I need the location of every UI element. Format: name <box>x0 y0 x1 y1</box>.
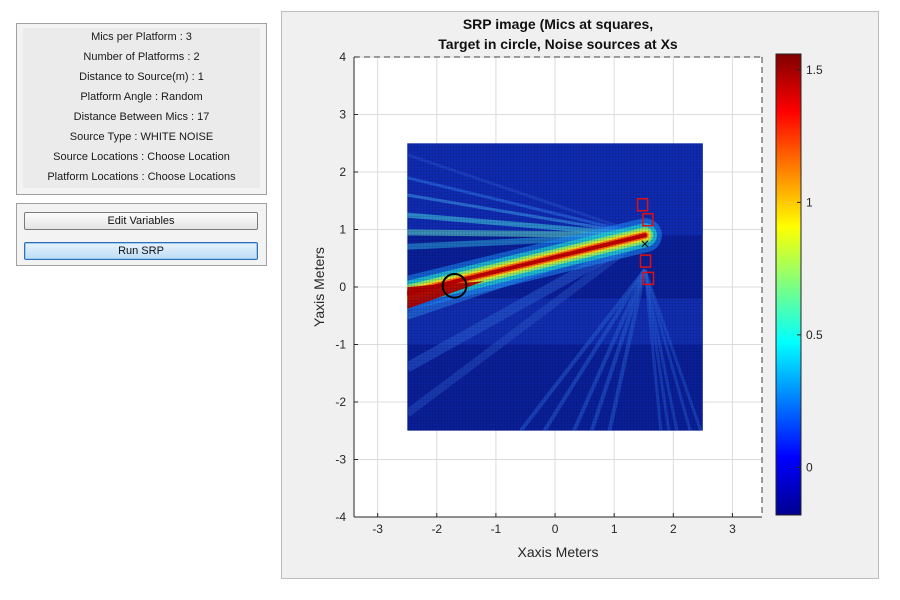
target-circle-marker <box>441 273 468 299</box>
info-distance-between-mics: Distance Between Mics : 17 <box>73 111 210 123</box>
mic-square-marker <box>636 198 649 212</box>
x-tick-label: 0 <box>552 522 559 536</box>
figure-panel: -3 -2 -1 0 1 2 3 -4 -3 -2 -1 0 1 2 3 4 SRP image (Mics … <box>281 11 879 579</box>
info-number-of-platforms: Number of Platforms : 2 <box>83 51 200 63</box>
info-platform-angle: Platform Angle : Random <box>80 91 203 103</box>
heatmap-cells <box>407 143 703 431</box>
x-tick-label: -1 <box>491 522 502 536</box>
x-axis-label: Xaxis Meters <box>518 544 599 560</box>
chart-title-line1: SRP image (Mics at squares, <box>463 16 653 32</box>
noise-source-x-marker <box>641 240 649 248</box>
plot-markers <box>441 198 655 299</box>
y-tick-label: -4 <box>335 510 346 524</box>
info-source-type: Source Type : WHITE NOISE <box>69 131 214 143</box>
srp-heatmap-image <box>407 143 703 431</box>
parameters-panel: Mics per Platform : 3 Number of Platform… <box>16 23 267 195</box>
y-tick-label: 4 <box>339 50 346 64</box>
axis-ticks: -3 -2 -1 0 1 2 3 -4 -3 -2 -1 0 1 2 3 4 <box>335 50 736 536</box>
y-tick-label: -2 <box>335 395 346 409</box>
y-tick-label: -3 <box>335 453 346 467</box>
info-mics-per-platform: Mics per Platform : 3 <box>91 31 192 43</box>
x-tick-label: 1 <box>611 522 618 536</box>
colorbar-tick-label: 0 <box>806 460 813 474</box>
colorbar <box>775 53 802 516</box>
y-tick-label: 2 <box>339 165 346 179</box>
chart-title-line2: Target in circle, Noise sources at Xs <box>438 36 678 52</box>
colorbar-tick-label: 0.5 <box>806 328 823 342</box>
x-tick-label: -3 <box>372 522 383 536</box>
mic-square-marker <box>642 271 655 286</box>
srp-plot: -3 -2 -1 0 1 2 3 -4 -3 -2 -1 0 1 2 3 4 SRP image (Mics … <box>311 16 823 560</box>
y-tick-label: 1 <box>339 223 346 237</box>
mic-square-marker <box>639 254 652 268</box>
y-tick-label: 3 <box>339 108 346 122</box>
controls-panel: Edit Variables Run SRP <box>16 203 267 266</box>
info-platform-locations: Platform Locations : Choose Locations <box>47 171 236 183</box>
parameters-list: Mics per Platform : 3 Number of Platform… <box>23 28 260 188</box>
colorbar-tick-label: 1 <box>806 195 813 209</box>
colorbar-tick-label: 1.5 <box>806 63 823 77</box>
x-tick-label: 2 <box>670 522 677 536</box>
info-source-locations: Source Locations : Choose Location <box>53 151 230 163</box>
y-tick-label: 0 <box>339 280 346 294</box>
run-srp-button[interactable]: Run SRP <box>24 242 258 260</box>
edit-variables-button[interactable]: Edit Variables <box>24 212 258 230</box>
x-tick-label: 3 <box>729 522 736 536</box>
info-distance-to-source: Distance to Source(m) : 1 <box>79 71 204 83</box>
x-tick-label: -2 <box>431 522 442 536</box>
mic-square-marker <box>642 212 654 227</box>
y-tick-label: -1 <box>335 338 346 352</box>
colorbar-ticks: 0 0.5 1 1.5 <box>797 63 823 474</box>
y-axis-label: Yaxis Meters <box>311 247 327 327</box>
